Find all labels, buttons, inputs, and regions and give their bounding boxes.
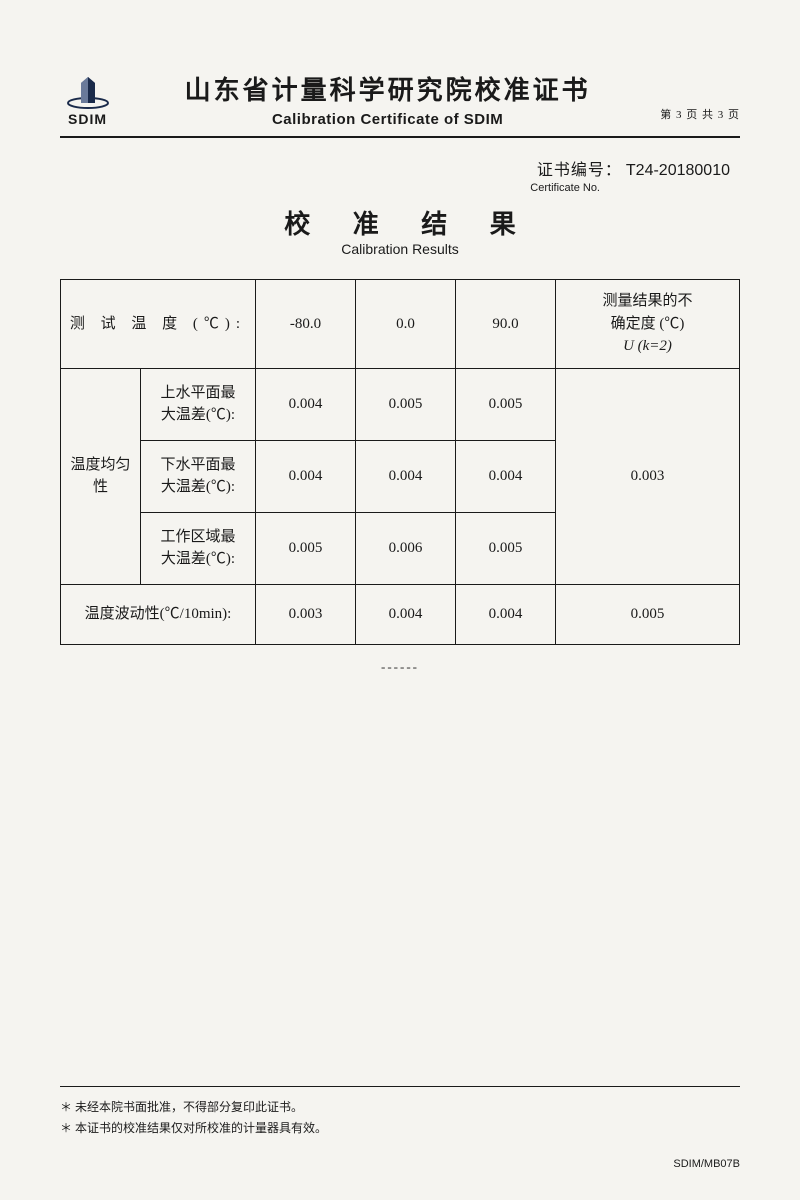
cell: 0.004: [456, 584, 556, 644]
section-title-en: Calibration Results: [60, 241, 740, 257]
cell: 0.004: [256, 440, 356, 512]
form-code: SDIM/MB07B: [673, 1158, 740, 1170]
cell: 0.005: [356, 368, 456, 440]
header-temp-2: 90.0: [456, 280, 556, 369]
cell: 0.005: [456, 368, 556, 440]
row-label-1: 下水平面最 大温差(℃):: [141, 440, 256, 512]
header-temp-0: -80.0: [256, 280, 356, 369]
uniformity-uncertainty: 0.003: [556, 368, 740, 584]
row-label-2: 工作区域最 大温差(℃):: [141, 512, 256, 584]
table-row: 温度均匀 性 上水平面最 大温差(℃): 0.004 0.005 0.005 0…: [61, 368, 740, 440]
sdim-logo: SDIM: [60, 72, 115, 127]
cert-no-label-cn: 证书编号：: [537, 162, 622, 179]
logo-text: SDIM: [68, 111, 107, 127]
cell: 0.005: [456, 512, 556, 584]
title-english: Calibration Certificate of SDIM: [130, 111, 645, 128]
cert-no-label-en: Certificate No.: [60, 182, 600, 194]
cell: 0.004: [256, 368, 356, 440]
header-test-temp: 测 试 温 度 (℃):: [61, 280, 256, 369]
cert-no-value: T24-20180010: [626, 162, 730, 179]
document-header: SDIM 山东省计量科学研究院校准证书 Calibration Certific…: [60, 70, 740, 138]
footer-note-2: ＊ 本证书的校准结果仅对所校准的计量器具有效。: [60, 1118, 740, 1140]
section-title-cn: 校 准 结 果: [60, 204, 740, 241]
group-uniformity: 温度均匀 性: [61, 368, 141, 584]
certificate-number-block: 证书编号： T24-20180010 Certificate No.: [60, 156, 730, 194]
cell: 0.004: [356, 584, 456, 644]
fluctuation-uncertainty: 0.005: [556, 584, 740, 644]
row-label-fluctuation: 温度波动性(℃/10min):: [61, 584, 256, 644]
table-row-fluctuation: 温度波动性(℃/10min): 0.003 0.004 0.004 0.005: [61, 584, 740, 644]
cell: 0.006: [356, 512, 456, 584]
header-uncertainty: 测量结果的不 确定度 (℃) U (k=2): [556, 280, 740, 369]
cell: 0.003: [256, 584, 356, 644]
cell: 0.005: [256, 512, 356, 584]
footer-note-1: ＊ 未经本院书面批准，不得部分复印此证书。: [60, 1097, 740, 1119]
page-number: 第 3 页 共 3 页: [660, 106, 740, 122]
logo-graphic-icon: [66, 75, 110, 109]
row-label-0: 上水平面最 大温差(℃):: [141, 368, 256, 440]
table-header-row: 测 试 温 度 (℃): -80.0 0.0 90.0 测量结果的不 确定度 (…: [61, 280, 740, 369]
cell: 0.004: [456, 440, 556, 512]
results-table: 测 试 温 度 (℃): -80.0 0.0 90.0 测量结果的不 确定度 (…: [60, 279, 740, 645]
footer-notes: ＊ 未经本院书面批准，不得部分复印此证书。 ＊ 本证书的校准结果仅对所校准的计量…: [60, 1086, 740, 1140]
end-dashes: ------: [60, 659, 740, 675]
title-chinese: 山东省计量科学研究院校准证书: [130, 70, 645, 107]
header-temp-1: 0.0: [356, 280, 456, 369]
cell: 0.004: [356, 440, 456, 512]
title-block: 山东省计量科学研究院校准证书 Calibration Certificate o…: [130, 70, 645, 128]
